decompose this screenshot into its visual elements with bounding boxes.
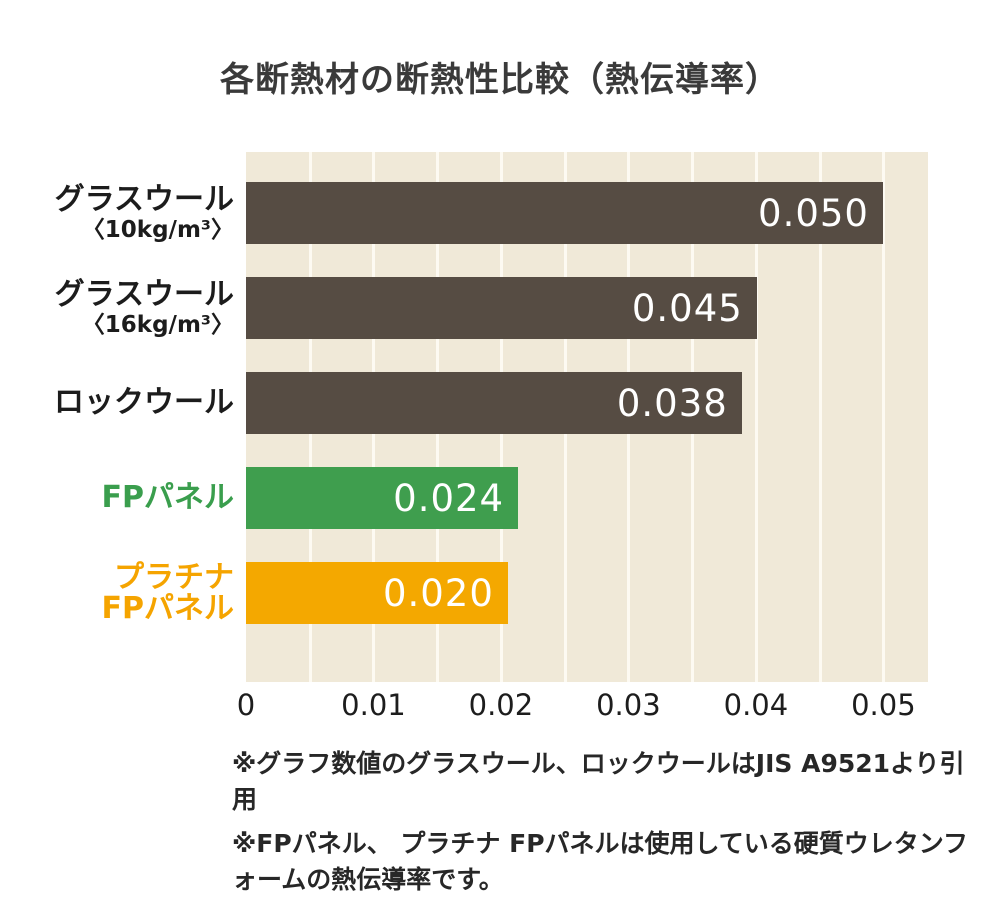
category-label-rockwool: ロックウール xyxy=(0,372,246,434)
bar-platinum-fp-panel: 0.020 xyxy=(246,562,508,624)
footnote-fp-panel-note: ※FPパネル、 プラチナ FPパネルは使用している硬質ウレタンフォームの熱伝導率… xyxy=(232,829,969,894)
x-tick-0-04: 0.04 xyxy=(723,688,789,722)
category-sublabel-text: 〈10kg/m³〉 xyxy=(81,216,234,243)
category-label-text: プラチナ xyxy=(114,559,234,595)
bar-glasswool-16: 0.045 xyxy=(246,277,757,339)
category-label-fp-panel: FPパネル xyxy=(0,467,246,529)
footnote-jis-source: ※グラフ数値のグラスウール、ロックウールはJIS A9521より引用 xyxy=(232,749,965,814)
category-label-platinum-fp-panel: プラチナ FPパネル xyxy=(0,559,246,626)
category-label-text: FPパネル xyxy=(101,480,234,516)
x-tick-0-02: 0.02 xyxy=(468,688,534,722)
plot-area: 0.050 0.045 0.038 0.024 0.020 xyxy=(246,152,928,682)
bar-value-label: 0.020 xyxy=(382,571,494,615)
category-label-glasswool-16: グラスウール 〈16kg/m³〉 xyxy=(0,277,246,339)
x-tick-0-01: 0.01 xyxy=(341,688,406,722)
footnotes: ※グラフ数値のグラスウール、ロックウールはJIS A9521より引用 ※FPパネ… xyxy=(232,746,980,906)
x-tick-0: 0 xyxy=(236,688,256,722)
category-label-column: グラスウール 〈10kg/m³〉 グラスウール 〈16kg/m³〉 ロックウール… xyxy=(0,152,246,682)
bar-value-label: 0.050 xyxy=(758,191,869,235)
category-label-text: ロックウール xyxy=(54,385,234,421)
bar-fp-panel: 0.024 xyxy=(246,467,519,529)
gridline xyxy=(818,152,822,682)
category-label-text: グラスウール xyxy=(54,277,234,313)
gridline xyxy=(882,152,886,682)
category-label-text-line2: FPパネル xyxy=(101,591,234,626)
x-axis: 0 0.01 0.02 0.03 0.04 0.05 xyxy=(237,688,928,724)
bars-container: 0.050 0.045 0.038 0.024 0.020 xyxy=(246,152,928,682)
category-label-text: グラスウール xyxy=(54,182,234,218)
bar-rockwool: 0.038 xyxy=(246,372,742,434)
category-label-glasswool-10: グラスウール 〈10kg/m³〉 xyxy=(0,182,246,244)
bar-glasswool-10: 0.050 xyxy=(246,182,883,244)
gridline xyxy=(754,152,758,682)
bar-chart: グラスウール 〈10kg/m³〉 グラスウール 〈16kg/m³〉 ロックウール… xyxy=(0,152,928,682)
x-tick-0-03: 0.03 xyxy=(596,688,661,722)
bar-value-label: 0.038 xyxy=(616,381,728,425)
bar-value-label: 0.024 xyxy=(393,476,505,520)
bar-value-label: 0.045 xyxy=(631,286,743,330)
chart-title: 各断熱材の断熱性比較（熱伝導率） xyxy=(220,60,780,100)
x-tick-0-05: 0.05 xyxy=(851,688,916,722)
category-sublabel-text: 〈16kg/m³〉 xyxy=(81,311,234,338)
